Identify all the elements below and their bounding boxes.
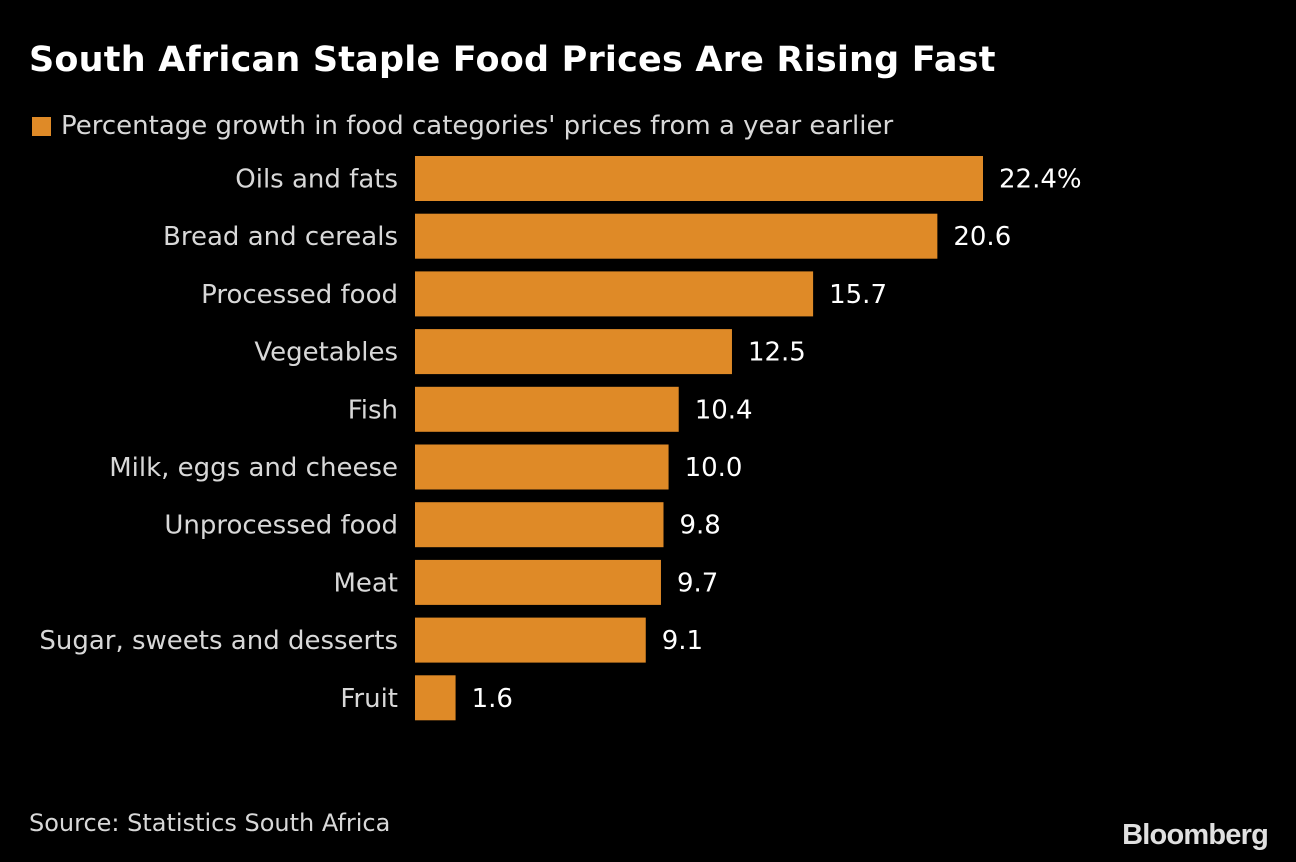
- data-label: 9.7: [677, 568, 718, 598]
- source-note: Source: Statistics South Africa: [29, 809, 391, 837]
- bar: [415, 329, 732, 375]
- legend: Percentage growth in food categories' pr…: [32, 111, 893, 141]
- bar: [415, 271, 814, 317]
- data-label: 22.4%: [999, 165, 1082, 195]
- data-label: 10.0: [685, 453, 743, 483]
- bar: [415, 617, 646, 663]
- category-label: Meat: [333, 568, 398, 598]
- category-label: Milk, eggs and cheese: [109, 453, 398, 483]
- data-label: 10.4: [695, 395, 753, 425]
- category-label: Fruit: [340, 684, 398, 714]
- bloomberg-logo: Bloomberg: [1122, 819, 1269, 851]
- data-label: 9.1: [662, 626, 703, 656]
- category-label: Oils and fats: [235, 165, 398, 195]
- bar: [415, 444, 669, 490]
- bar: [415, 502, 664, 548]
- data-label: 15.7: [829, 280, 887, 310]
- data-label: 9.8: [680, 511, 721, 541]
- legend-swatch: [32, 116, 51, 136]
- data-label: 12.5: [748, 338, 806, 368]
- bar: [415, 675, 456, 721]
- data-label: 1.6: [472, 684, 513, 714]
- category-label: Vegetables: [254, 338, 398, 368]
- bar: [415, 156, 983, 201]
- category-label: Unprocessed food: [164, 511, 398, 541]
- category-label: Sugar, sweets and desserts: [39, 626, 398, 656]
- chart-title: South African Staple Food Prices Are Ris…: [29, 40, 996, 80]
- legend-label: Percentage growth in food categories' pr…: [61, 111, 894, 141]
- category-label: Fish: [348, 395, 398, 425]
- data-label: 20.6: [953, 222, 1011, 252]
- bar: [415, 213, 938, 259]
- bar: [415, 559, 661, 605]
- category-label: Bread and cereals: [163, 222, 398, 252]
- category-label: Processed food: [201, 280, 398, 310]
- bar: [415, 386, 679, 432]
